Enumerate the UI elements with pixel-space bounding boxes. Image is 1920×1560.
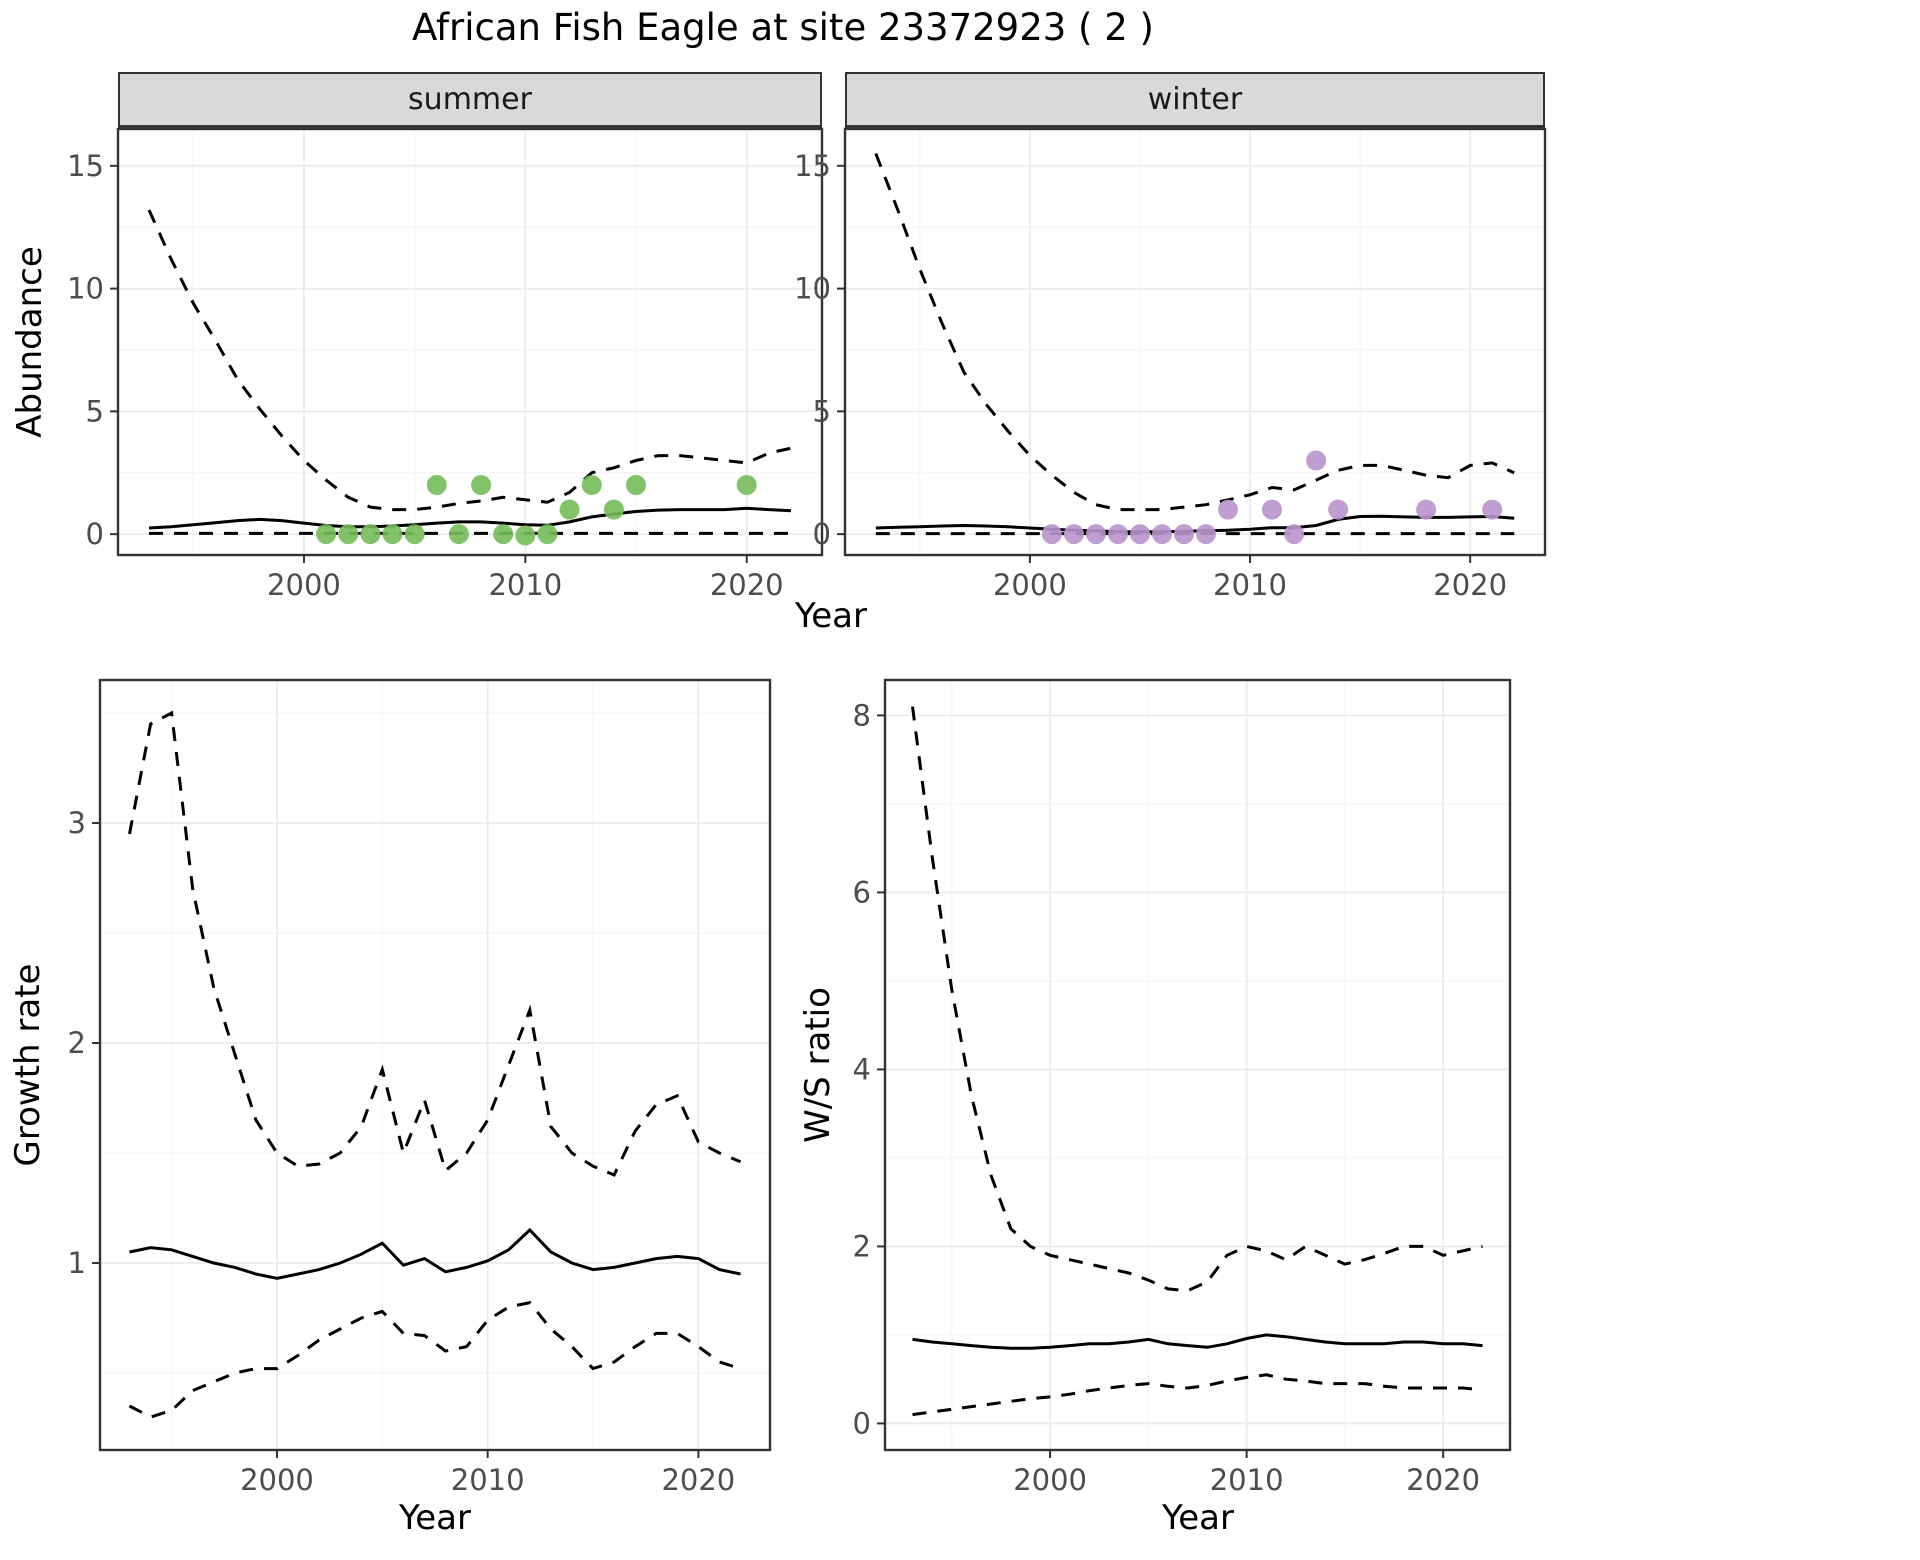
winter-observations-point <box>1130 524 1150 545</box>
winter-x-tick-label: 2020 <box>1433 568 1507 602</box>
winter-x-tick-label: 2000 <box>993 568 1067 602</box>
winter-y-tick-label: 15 <box>794 149 831 183</box>
summer-mean-line <box>148 506 792 530</box>
summer-y-tick-label: 0 <box>86 517 104 551</box>
facet-strip-winter: winter <box>845 72 1545 129</box>
winter-y-tick-label: 5 <box>813 394 831 428</box>
winter-y-tick-label: 0 <box>813 517 831 551</box>
winter-observations-point <box>1306 450 1327 471</box>
winter-observations-point <box>1152 524 1172 545</box>
growth-y-tick-label: 1 <box>68 1246 86 1280</box>
summer-observations-point <box>471 475 492 495</box>
summer-observations-point <box>382 524 403 545</box>
wsratio-lower_95ci-line <box>912 1373 1483 1417</box>
winter-observations-point <box>1041 524 1062 545</box>
wsratio-panel-bg <box>885 680 1510 1450</box>
growth-y-tick-label: 3 <box>68 806 86 840</box>
summer-observations-point <box>626 475 646 495</box>
summer-panel-bg <box>118 129 822 555</box>
wsratio-panel: 2000 2010 2020 0 2 4 6 8 <box>853 678 1512 1497</box>
facet-strip-summer: summer <box>118 72 822 129</box>
growth-x-tick-label: 2000 <box>240 1463 314 1497</box>
summer-observations-point <box>559 499 580 520</box>
winter-observations-point <box>1284 524 1305 545</box>
winter-observations-point <box>1328 499 1349 520</box>
facet-strip-summer-label: summer <box>408 82 532 117</box>
growth-panel-bg <box>100 680 770 1450</box>
wsratio-y-tick-label: 4 <box>853 1052 871 1086</box>
wsratio-x-tick-label: 2000 <box>1013 1463 1087 1497</box>
growth-y-tick-label: 2 <box>68 1026 86 1060</box>
winter-observations-point <box>1085 524 1106 545</box>
winter-mean-line <box>875 514 1515 534</box>
summer-observations-point <box>736 475 757 495</box>
winter-panel-border <box>843 127 1547 557</box>
winter-panel: 2000 2010 2020 0 5 10 15 <box>794 127 1547 602</box>
wsratio-x-tick-label: 2010 <box>1210 1463 1284 1497</box>
summer-observations-point <box>338 524 359 545</box>
summer-panel: 2000 2010 2020 0 5 10 15 <box>67 127 824 602</box>
summer-x-tick-label: 2020 <box>710 568 784 602</box>
wsratio-x-tick-label: 2020 <box>1406 1463 1480 1497</box>
summer-upper_95ci-line <box>147 209 792 512</box>
x-axis-label-year-bottom-right: Year <box>1162 1498 1234 1538</box>
figure-title: African Fish Eagle at site 23372923 ( 2 … <box>412 6 1154 49</box>
summer-observations-point <box>404 524 425 545</box>
growth-upper_95ci-line <box>128 710 742 1177</box>
growth-x-tick-label: 2010 <box>451 1463 525 1497</box>
winter-observations-point <box>1108 524 1128 545</box>
summer-x-tick-label: 2010 <box>488 568 562 602</box>
summer-y-tick-label: 10 <box>67 272 104 306</box>
winter-x-tick-label: 2010 <box>1213 568 1287 602</box>
summer-observations-point <box>581 475 602 495</box>
winter-y-tick-label: 10 <box>794 272 831 306</box>
winter-observations-point <box>1174 524 1194 545</box>
x-axis-label-year-bottom-left: Year <box>399 1498 471 1538</box>
winter-observations-point <box>1262 499 1282 520</box>
wsratio-mean-line <box>912 1333 1483 1350</box>
summer-observations-point <box>316 524 337 545</box>
wsratio-panel-border <box>883 678 1512 1452</box>
summer-x-tick-label: 2000 <box>267 568 341 602</box>
growth-panel: 2000 2010 2020 1 2 3 <box>68 678 772 1497</box>
wsratio-y-tick-label: 6 <box>853 875 871 909</box>
growth-lower_95ci-line <box>128 1300 741 1419</box>
summer-y-tick-label: 15 <box>67 149 104 183</box>
summer-observations-point <box>426 475 447 495</box>
summer-observations-point <box>537 524 558 545</box>
summer-observations-point <box>515 525 536 546</box>
wsratio-y-tick-label: 0 <box>853 1406 871 1440</box>
winter-panel-bg <box>845 129 1545 555</box>
growth-mean-line <box>129 1227 741 1280</box>
winter-observations-point <box>1482 499 1503 520</box>
facet-strip-winter-label: winter <box>1147 82 1243 117</box>
wsratio-upper_95ci-line <box>911 706 1483 1293</box>
summer-observations-point <box>493 524 514 545</box>
winter-observations-point <box>1218 499 1238 520</box>
winter-observations-point <box>1416 499 1437 520</box>
summer-observations-point <box>360 524 381 545</box>
winter-observations-point <box>1196 524 1216 545</box>
winter-observations-point <box>1063 524 1084 545</box>
summer-observations-point <box>448 524 469 545</box>
x-axis-label-year-top: Year <box>795 596 867 636</box>
summer-y-tick-label: 5 <box>86 394 104 428</box>
summer-observations-point <box>603 499 624 520</box>
growth-panel-border <box>98 678 772 1452</box>
summer-panel-border <box>116 127 824 557</box>
growth-x-tick-label: 2020 <box>661 1463 735 1497</box>
wsratio-y-tick-label: 2 <box>853 1229 871 1263</box>
wsratio-y-tick-label: 8 <box>853 698 871 732</box>
